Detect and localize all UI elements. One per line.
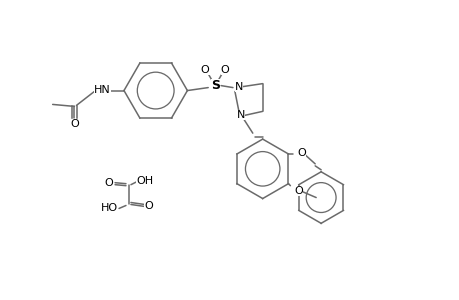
Text: N: N — [236, 110, 245, 120]
Text: S: S — [210, 79, 219, 92]
Text: O: O — [220, 65, 229, 75]
Text: O: O — [201, 65, 209, 75]
Text: HO: HO — [101, 203, 118, 214]
Text: HN: HN — [94, 85, 110, 94]
Text: O: O — [105, 178, 113, 188]
Text: O: O — [293, 186, 302, 196]
Text: N: N — [234, 82, 242, 92]
Text: O: O — [144, 202, 153, 212]
Text: O: O — [70, 119, 78, 129]
Text: OH: OH — [136, 176, 153, 186]
Text: O: O — [297, 148, 305, 158]
